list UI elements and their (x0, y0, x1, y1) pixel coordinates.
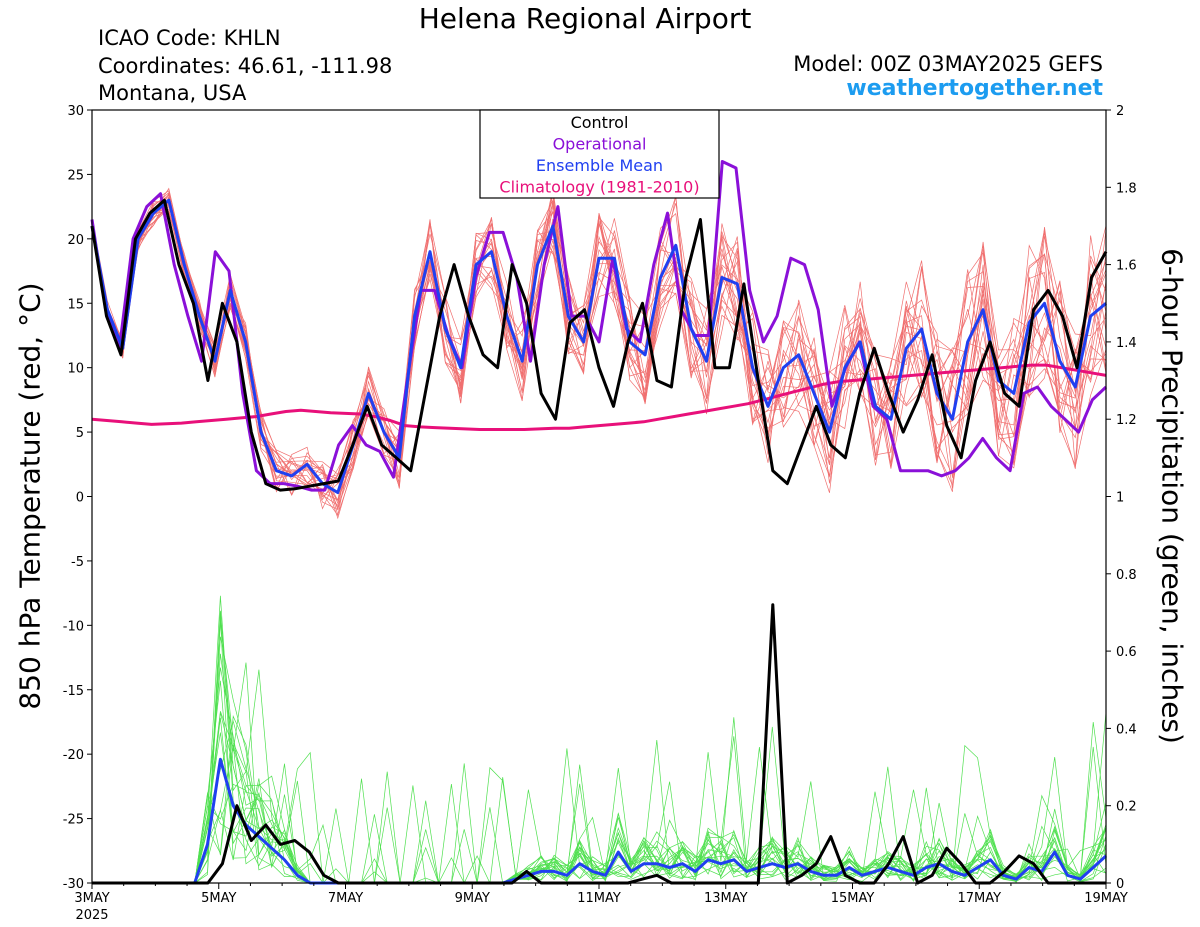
legend: Control Operational Ensemble Mean Climatolo… (479, 109, 720, 199)
y-right-tick-label: 1.2 (1116, 413, 1137, 428)
x-tick-label: 3MAY (74, 891, 109, 906)
y-right-tick-label: 0.2 (1116, 800, 1137, 815)
precip-member-line (92, 636, 1107, 884)
legend-entry: Operational (553, 135, 647, 154)
y-right-tick-label: 0.4 (1116, 722, 1137, 737)
x-tick-label: 19MAY (1084, 891, 1128, 906)
temp-member-line (91, 197, 1107, 492)
series-line-control (90, 198, 1108, 492)
y-left-tick-label: 0 (76, 491, 84, 506)
precip-member-line (92, 667, 1107, 884)
x-tick-label: 17MAY (957, 891, 1001, 906)
precip-members (92, 595, 1107, 884)
legend-box (479, 109, 720, 199)
y-right-tick-label: 1 (1116, 491, 1124, 506)
temp-member-line (91, 192, 1107, 501)
x-tick-label: 13MAY (704, 891, 748, 906)
site-link[interactable]: weathertogether.net (846, 76, 1103, 101)
y-axis-right-label: 6-hour Precipitation (green, inches) (1155, 248, 1189, 744)
legend-entry: Control (571, 113, 629, 132)
model-run: Model: 00Z 03MAY2025 GEFS (793, 52, 1103, 76)
y-right-tick-label: 1.8 (1116, 181, 1137, 196)
chart-title: Helena Regional Airport (418, 2, 752, 35)
y-left-tick-label: -20 (63, 748, 84, 763)
legend-entry: Ensemble Mean (536, 156, 663, 175)
y-left-tick-label: -25 (63, 813, 84, 828)
y-left-tick-label: -10 (63, 619, 84, 634)
legend-entry: Climatology (1981-2010) (499, 178, 699, 197)
y-right-tick-label: 0 (1116, 877, 1124, 892)
precip-member-line (92, 618, 1107, 884)
precip-member-line (92, 717, 1107, 884)
x-tick-label: 5MAY (201, 891, 236, 906)
y-left-tick-label: -5 (71, 555, 84, 570)
y-left-tick-label: -30 (63, 877, 84, 892)
x-tick-sublabel: 2025 (75, 908, 108, 923)
y-left-tick-label: 15 (67, 297, 84, 312)
x-tick-label: 11MAY (577, 891, 621, 906)
y-left-tick-label: -15 (63, 684, 84, 699)
icao-code: ICAO Code: KHLN (98, 26, 281, 50)
temp-member-line (91, 199, 1107, 506)
coordinates: Coordinates: 46.61, -111.98 (98, 54, 393, 78)
precip-member-line (92, 744, 1107, 884)
y-right-tick-label: 0.6 (1116, 645, 1137, 660)
x-tick-label: 15MAY (831, 891, 875, 906)
precip-member-line (92, 595, 1107, 884)
series-line-operational (90, 160, 1108, 492)
y-left-tick-label: 5 (76, 426, 84, 441)
x-tick-label: 9MAY (455, 891, 490, 906)
y-right-tick-label: 0.8 (1116, 568, 1137, 583)
series-line-ensemble-mean (90, 198, 1107, 495)
precip-member-line (92, 722, 1107, 884)
y-right-tick-label: 2 (1116, 104, 1124, 119)
temp-member-line (91, 205, 1107, 511)
y-left-tick-label: 10 (67, 362, 84, 377)
x-tick-label: 7MAY (328, 891, 363, 906)
y-right-tick-label: 1.4 (1116, 336, 1137, 351)
y-right-tick-label: 1.6 (1116, 259, 1137, 274)
y-left-tick-label: 30 (67, 104, 84, 119)
chart-axes: 302520151050-5-10-15-20-25-3021.81.61.41… (63, 104, 1137, 923)
precip-member-line (92, 680, 1107, 884)
y-left-tick-label: 20 (67, 233, 84, 248)
ensemble-members (91, 187, 1107, 520)
y-left-tick-label: 25 (67, 168, 84, 183)
y-axis-left-label: 850 hPa Temperature (red, °C) (13, 282, 47, 710)
precip-member-line (92, 711, 1107, 884)
region: Montana, USA (98, 81, 247, 105)
precip-member-line (92, 611, 1107, 884)
precip-member-line (92, 610, 1107, 884)
